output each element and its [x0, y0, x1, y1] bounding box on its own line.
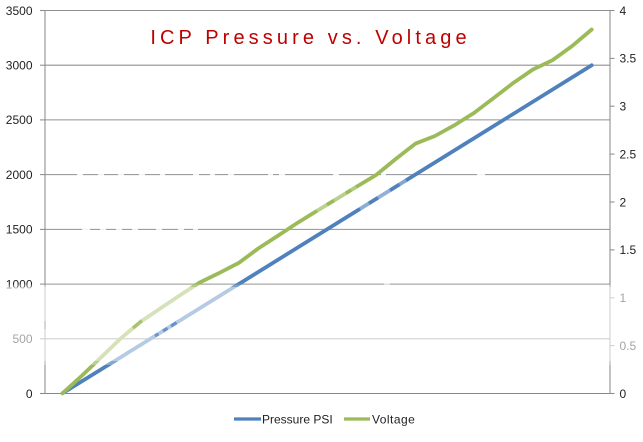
svg-text:3: 3	[620, 100, 627, 114]
svg-text:2500: 2500	[6, 113, 33, 127]
svg-text:1.5: 1.5	[620, 243, 637, 257]
svg-text:Pressure PSI: Pressure PSI	[262, 413, 333, 427]
svg-text:0: 0	[620, 387, 627, 401]
svg-text:1500: 1500	[6, 223, 33, 237]
svg-text:2000: 2000	[6, 168, 33, 182]
svg-text:4: 4	[620, 4, 627, 18]
svg-text:2.5: 2.5	[620, 147, 637, 161]
svg-text:ICP Pressure vs. Voltage: ICP Pressure vs. Voltage	[150, 27, 470, 49]
svg-text:3500: 3500	[6, 4, 33, 18]
svg-text:0: 0	[26, 387, 33, 401]
svg-text:Voltage: Voltage	[372, 413, 415, 427]
svg-text:3.5: 3.5	[620, 52, 637, 66]
svg-text:3000: 3000	[6, 59, 33, 73]
svg-text:2: 2	[620, 195, 627, 209]
